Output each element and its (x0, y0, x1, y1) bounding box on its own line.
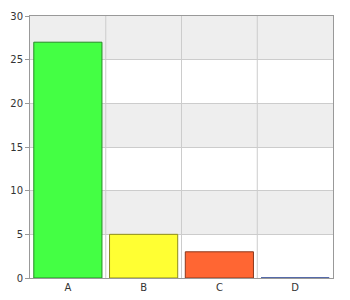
svg-text:15: 15 (10, 142, 23, 153)
svg-text:B: B (140, 282, 147, 293)
svg-text:D: D (291, 282, 299, 293)
svg-text:A: A (64, 282, 71, 293)
svg-text:10: 10 (10, 185, 23, 196)
svg-text:C: C (216, 282, 223, 293)
svg-text:20: 20 (10, 98, 23, 109)
svg-text:5: 5 (17, 229, 23, 240)
svg-text:0: 0 (17, 273, 23, 284)
svg-text:25: 25 (10, 54, 23, 65)
svg-text:30: 30 (10, 11, 23, 22)
